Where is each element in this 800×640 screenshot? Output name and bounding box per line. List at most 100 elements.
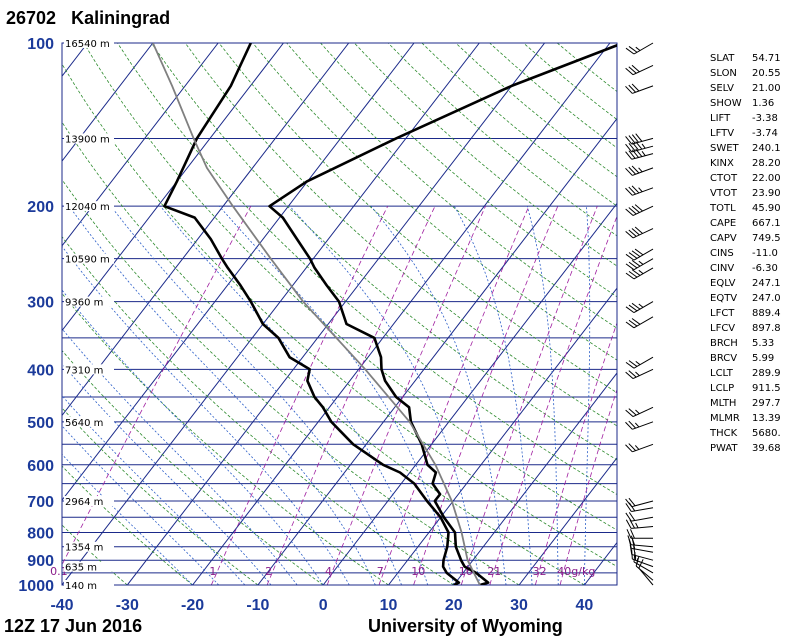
index-row: LFCT 889.4 <box>710 306 781 321</box>
height-label: 140 m <box>65 581 97 592</box>
wind-barb <box>625 133 654 145</box>
height-label: 635 m <box>65 563 97 574</box>
index-row: SELV 21.00 <box>710 81 781 96</box>
index-value: 297.7 <box>752 398 781 409</box>
mixing-ratio-label: 40g/kg <box>557 565 595 578</box>
mixing-ratio-line <box>413 206 559 585</box>
pressure-axis: 100 200 300 400 500 600 700 800 900 1000 <box>18 36 54 595</box>
wind-barb <box>625 512 654 522</box>
index-key: MLTH <box>710 398 737 409</box>
index-key: VTOT <box>710 188 737 199</box>
barb-staff <box>631 137 654 145</box>
moist-adiabat <box>584 206 591 585</box>
height-label-bg <box>64 201 114 212</box>
index-value: 667.1 <box>752 218 781 229</box>
barb-full <box>628 420 636 429</box>
barb-half <box>634 445 640 450</box>
height-label: 2964 m <box>65 497 103 508</box>
wind-barb <box>626 529 653 539</box>
moist-adiabat <box>62 245 350 585</box>
index-row: SWET 240.1 <box>710 141 781 156</box>
wind-barb <box>625 204 654 216</box>
barb-full <box>631 302 641 310</box>
moist-adiabat <box>289 205 481 585</box>
height-label-bg <box>64 296 114 307</box>
index-value: 5.99 <box>752 353 775 364</box>
index-value: 22.00 <box>752 173 781 184</box>
barb-full <box>625 371 634 379</box>
barb-half <box>638 187 643 193</box>
index-row: VTOT 23.90 <box>710 186 781 201</box>
pressure-tick-label: 1000 <box>18 578 54 595</box>
index-row: KINX 28.20 <box>710 156 781 171</box>
barb-full <box>631 64 640 73</box>
moist-adiabat <box>62 395 246 585</box>
index-row: MLTH 297.7 <box>710 396 781 411</box>
height-label-bg <box>64 416 114 427</box>
dry-adiabat <box>117 43 617 496</box>
temperature-tick-label: -10 <box>246 597 269 614</box>
barb-half <box>635 409 640 415</box>
barb-full <box>628 497 636 507</box>
barb-staff <box>631 153 654 160</box>
index-key: LFTV <box>710 128 735 139</box>
index-key: LCLP <box>710 383 735 394</box>
index-row: LCLP 911.5 <box>710 381 781 396</box>
barb-full <box>628 166 636 175</box>
moist-adiabat <box>68 205 376 585</box>
index-key: SELV <box>710 83 734 94</box>
index-value: 54.71 <box>752 53 781 64</box>
barb-full <box>629 519 636 529</box>
barb-full <box>631 269 641 276</box>
index-value: -11.0 <box>752 248 778 259</box>
barb-full <box>630 529 635 539</box>
index-key: LIFT <box>710 113 731 124</box>
dry-adiabat <box>62 292 389 585</box>
height-label: 16540 m <box>65 39 110 50</box>
chart-title: 26702 Kaliningrad <box>6 8 170 29</box>
barb-full <box>631 134 639 143</box>
isotherm--70 <box>62 43 284 332</box>
mixing-ratio-label: 32 <box>533 565 547 578</box>
index-value: 21.00 <box>752 83 781 94</box>
barb-staff <box>632 64 654 76</box>
index-row: TOTL 45.90 <box>710 201 781 216</box>
mixing-ratio-line <box>210 206 389 585</box>
index-key: CINS <box>710 248 734 259</box>
mixing-ratio-label: 0.1 <box>50 565 68 578</box>
height-label-bg <box>64 133 114 144</box>
wind-barb <box>625 301 654 314</box>
mixing-ratio-labels: 0.1 1 2 4 7 10 16 21 32 40g/kg <box>50 565 595 578</box>
isotherm-10 <box>388 287 617 585</box>
barb-staff <box>633 267 654 280</box>
dry-adiabat <box>151 43 617 461</box>
barb-full <box>625 421 633 430</box>
pressure-tick-label: 800 <box>27 525 54 542</box>
barb-full <box>625 253 635 261</box>
mixing-ratio-label: 10 <box>411 565 425 578</box>
barb-full <box>628 408 637 416</box>
barb-full <box>628 150 636 159</box>
barb-staff <box>631 500 654 508</box>
wind-barb <box>625 83 654 94</box>
barb-full <box>628 304 638 312</box>
index-value: 20.55 <box>752 68 781 79</box>
barb-staff <box>633 316 654 329</box>
barb-full <box>625 362 635 369</box>
barb-full <box>628 207 637 215</box>
barb-full <box>625 143 633 153</box>
temperature-tick-label: -30 <box>116 597 139 614</box>
isotherm--60 <box>62 43 350 417</box>
index-row: SHOW 1.36 <box>710 96 781 111</box>
barb-full <box>625 512 632 522</box>
height-labels: 16540 m 13900 m 12040 m 10590 m 9360 m 7310 m… <box>64 38 114 592</box>
mixing-ratio-label: 4 <box>325 565 332 578</box>
index-key: BRCH <box>710 338 738 349</box>
height-label-bg <box>64 561 114 572</box>
index-value: 289.9 <box>752 368 781 379</box>
barb-full <box>625 498 633 508</box>
wind-barb <box>625 497 654 508</box>
index-row: LCLT 289.9 <box>710 366 781 381</box>
barb-full <box>625 47 635 55</box>
wind-barb <box>625 502 654 513</box>
